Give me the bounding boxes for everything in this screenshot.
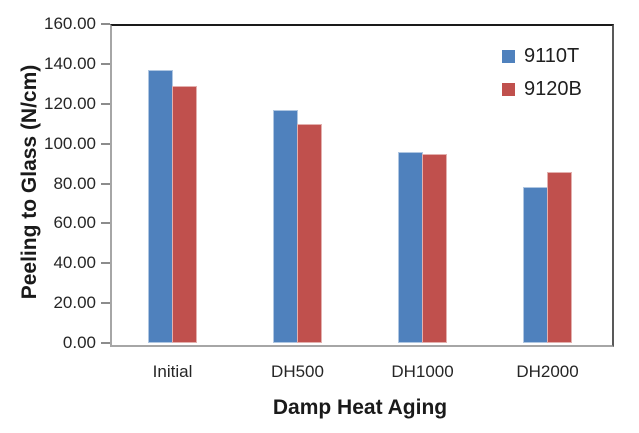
bar-9110T-DH1000 — [398, 152, 423, 343]
y-tick-label-120.00: 120.00 — [44, 93, 96, 113]
legend-label-9120B: 9120B — [524, 78, 582, 100]
x-category-label-DH2000: DH2000 — [516, 362, 579, 381]
y-tick-mark — [101, 262, 110, 265]
legend-label-9110T: 9110T — [524, 45, 580, 67]
bar-9120B-Initial — [172, 86, 197, 343]
y-tick-mark — [101, 23, 110, 25]
x-category-label-DH500: DH500 — [271, 362, 324, 381]
bar-9120B-DH500 — [297, 124, 322, 343]
bar-9120B-DH1000 — [422, 154, 447, 343]
legend-item-9120B: 9120B — [502, 78, 582, 101]
y-tick-mark — [101, 62, 110, 65]
legend-item-9110T: 9110T — [502, 45, 582, 68]
y-tick-mark — [101, 222, 110, 225]
y-tick-mark — [101, 142, 110, 145]
y-tick-label-160.00: 160.00 — [44, 14, 96, 33]
y-tick-label-0.00: 0.00 — [62, 333, 96, 352]
y-tick-label-100.00: 100.00 — [44, 133, 96, 153]
bar-9110T-Initial — [148, 70, 173, 343]
x-category-label-DH1000: DH1000 — [391, 362, 454, 381]
bar-9120B-DH2000 — [547, 172, 572, 343]
y-tick-mark — [101, 182, 110, 185]
x-category-label-Initial: Initial — [152, 362, 193, 381]
y-tick-mark — [101, 342, 110, 344]
bar-9110T-DH2000 — [523, 187, 548, 343]
y-tick-mark — [101, 102, 110, 105]
y-tick-label-60.00: 60.00 — [53, 213, 96, 233]
y-tick-mark — [101, 302, 110, 305]
bar-9110T-DH500 — [273, 110, 298, 343]
legend-swatch-blue-icon — [502, 50, 515, 63]
y-tick-label-140.00: 140.00 — [44, 53, 96, 73]
y-tick-label-20.00: 20.00 — [53, 293, 96, 313]
x-axis-title: Damp Heat Aging — [272, 396, 448, 419]
y-tick-label-80.00: 80.00 — [53, 173, 96, 193]
legend-swatch-red-icon — [502, 83, 515, 96]
legend: 9110T 9120B — [502, 45, 582, 101]
y-tick-label-40.00: 40.00 — [53, 253, 96, 273]
